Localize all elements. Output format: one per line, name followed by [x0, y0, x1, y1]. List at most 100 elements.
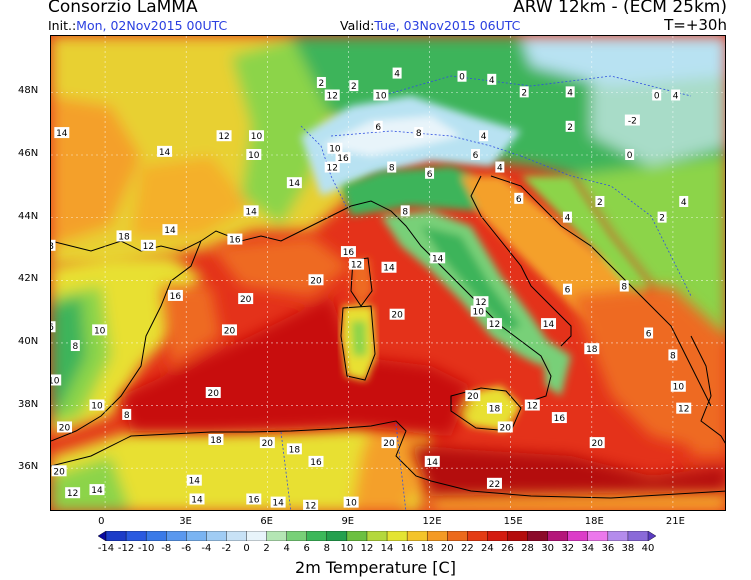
temperature-label-box [565, 86, 575, 98]
temperature-label-box [162, 224, 178, 236]
temperature-label-box [668, 349, 678, 361]
temperature-label-box [595, 195, 605, 207]
temperature-label: 0 [627, 151, 633, 161]
temperature-label-box [471, 149, 481, 160]
temperature-label: 6 [375, 123, 381, 133]
temperature-label-box [486, 402, 502, 414]
colorbar-label: 8 [323, 543, 330, 554]
temperature-label-box [343, 496, 359, 508]
temperature-label: 20 [240, 295, 252, 305]
temperature-label: 20 [500, 423, 512, 433]
temperature-label: 8 [670, 351, 676, 361]
temperature-label-box [243, 205, 259, 217]
colorbar-segment [426, 531, 448, 541]
temperature-label-box [373, 89, 389, 101]
temperature-label: 14 [164, 226, 176, 236]
temperature-label-box [246, 493, 262, 505]
temperature-label: 18 [210, 436, 222, 446]
temperature-label-box [327, 142, 343, 154]
temperature-label: 10 [345, 499, 357, 509]
colorbar-label: 26 [501, 543, 514, 554]
temperature-label-box [584, 343, 600, 355]
colorbar-label: 38 [621, 543, 635, 554]
temperature-label: 6 [646, 330, 652, 340]
temperature-label: 4 [394, 70, 400, 80]
organization-title: Consorzio LaMMA [48, 0, 198, 17]
coast-north-africa [51, 420, 725, 499]
temperature-label: 14 [191, 495, 203, 505]
temperature-label: 4 [497, 164, 503, 174]
temperature-label-box [514, 192, 524, 204]
temperature-label: 6 [51, 323, 54, 333]
temperature-label: 8 [51, 242, 54, 252]
colorbar-segment [587, 531, 609, 541]
coast-corsica [350, 257, 373, 307]
colorbar-segment [346, 531, 368, 541]
temperature-label-box [497, 421, 513, 433]
temperature-label: 6 [473, 151, 479, 161]
temperature-label-box [140, 239, 156, 251]
border-africa [280, 431, 292, 510]
valid-label: Valid: [340, 18, 375, 33]
temperature-label-box [349, 258, 365, 270]
po-valley [341, 166, 491, 216]
colorbar-label: 28 [521, 543, 534, 554]
temperature-label: 18 [489, 405, 501, 415]
temperature-label: 10 [248, 151, 260, 161]
coastlines [51, 175, 725, 499]
temperature-label-box [470, 305, 486, 317]
temperature-label: 10 [673, 383, 685, 393]
colorbar-label: 2 [263, 543, 270, 554]
colorbar-segment [226, 531, 248, 541]
temperature-label: 12 [489, 320, 500, 330]
valid-time: Valid:Tue, 03Nov2015 06UTC [340, 18, 520, 33]
temperature-label: 20 [262, 439, 274, 449]
border-alps [330, 130, 522, 157]
temperature-label: 8 [389, 164, 395, 174]
coast-sicily [450, 387, 522, 432]
colorbar-label: -4 [201, 543, 212, 554]
temperature-label: 12 [218, 132, 229, 142]
temperature-label: 14 [289, 179, 301, 189]
corsica [351, 258, 373, 306]
colorbar-label: 34 [581, 543, 595, 554]
temperature-label-box [430, 252, 446, 264]
longitude-label: 18E [584, 516, 604, 527]
temperature-label-box [167, 289, 183, 301]
sea-hot-central [121, 296, 471, 436]
temperature-label-box [316, 76, 326, 88]
temperature-label: 20 [310, 276, 322, 286]
colorbar-segment [386, 531, 408, 541]
temperature-label: 10 [94, 326, 106, 336]
temperature-label: 8 [416, 129, 422, 139]
colorbar-segment [145, 531, 167, 541]
latitude-label: 44N [18, 210, 39, 222]
temperature-label-box [122, 408, 132, 420]
border-france-swiss [300, 125, 347, 207]
temperature-label-box [541, 318, 557, 330]
temperature-label: 12 [527, 402, 538, 412]
temperature-label: 16 [310, 458, 322, 468]
temperature-label-box [562, 283, 572, 295]
coast-sardinia [340, 305, 376, 381]
colorbar [98, 531, 656, 541]
colorbar-segment [286, 531, 308, 541]
temperature-label-box [208, 433, 224, 445]
colorbar-segment [246, 531, 268, 541]
colorbar-segment [166, 531, 187, 541]
temperature-label-box [519, 86, 529, 98]
temperature-label: 8 [402, 207, 408, 217]
temperature-label-box [303, 499, 319, 510]
temperature-label-box [644, 327, 654, 339]
temperature-label: 2 [597, 198, 603, 208]
valid-value: Tue, 03Nov2015 06UTC [374, 18, 521, 33]
temperature-label-box [349, 80, 359, 92]
coast-italy-east [470, 175, 572, 347]
land-hungary-cold [591, 76, 725, 166]
temperature-label: 12 [678, 405, 689, 415]
temperature-label-box [89, 484, 105, 496]
temperature-label-box [92, 324, 108, 336]
latitude-label: 38N [18, 398, 39, 410]
latitude-label: 42N [18, 273, 39, 285]
